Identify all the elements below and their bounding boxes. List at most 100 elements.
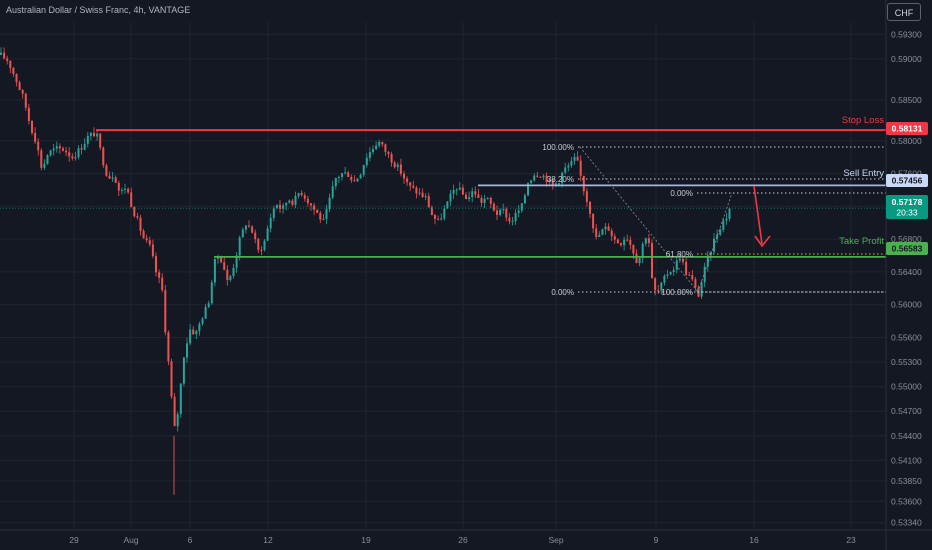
candle-body [434, 215, 436, 219]
levels [0, 129, 886, 258]
x-tick-label: Aug [123, 535, 138, 545]
candle-body [666, 274, 669, 276]
candle-body [638, 258, 641, 264]
y-tick-label: 0.53850 [891, 476, 922, 486]
candle-body [282, 205, 285, 209]
y-tick-label: 0.59300 [891, 29, 922, 39]
candle-body [539, 176, 542, 178]
candle-body [300, 192, 303, 196]
candle-body [12, 67, 15, 74]
candle-body [589, 201, 591, 214]
candle-body [430, 207, 433, 216]
candle-body [34, 132, 37, 142]
fib1-trend-line [579, 146, 699, 293]
candle-body [127, 188, 130, 193]
candle-body [111, 177, 114, 179]
x-tick-label: 29 [69, 535, 79, 545]
candle-body [396, 164, 399, 168]
candle-body [99, 133, 102, 148]
candle-body [536, 175, 539, 177]
candle-body [251, 226, 254, 233]
candle-body [266, 228, 269, 241]
candle-body [344, 172, 347, 174]
currency-button[interactable]: CHF [887, 3, 921, 21]
candle-body [0, 52, 2, 55]
candle-body [654, 278, 657, 291]
candle-body [260, 249, 263, 251]
candle-body [80, 148, 83, 150]
candle-body [449, 193, 452, 202]
candle-body [728, 208, 731, 219]
candle-body [275, 204, 278, 209]
candle-body [223, 262, 226, 270]
take-profit-tag [886, 242, 928, 255]
y-tick-label: 0.59000 [891, 54, 922, 64]
candle-body [89, 132, 92, 136]
candle-body [700, 282, 703, 297]
candle-body [592, 213, 595, 229]
candle-body [520, 203, 523, 211]
candle-body [9, 60, 12, 68]
current-price-tag [886, 195, 928, 219]
candle-body [688, 274, 691, 276]
stop-loss-label: Stop Loss [842, 115, 884, 126]
candle-body [412, 185, 415, 188]
projection-arrow-icon [753, 185, 771, 248]
candle-body [334, 177, 337, 187]
candle-body [691, 275, 694, 280]
current-price: 0.57178 [892, 197, 923, 207]
candle-body [117, 182, 120, 191]
candle-body [52, 148, 55, 151]
candle-body [96, 133, 99, 137]
candle-body [114, 177, 117, 183]
candle-body [31, 121, 33, 133]
take-profit-price: 0.56583 [892, 244, 923, 254]
candle-body [133, 207, 136, 217]
candle-body [706, 255, 709, 267]
candle-body [362, 165, 365, 175]
candle-body [496, 210, 498, 215]
candle-body [55, 146, 58, 149]
candle-body [182, 357, 185, 384]
candle-body [198, 323, 201, 332]
candle-body [610, 230, 613, 237]
candle-body [235, 255, 238, 268]
sell-entry-price: 0.57456 [892, 176, 923, 186]
candle-body [316, 209, 319, 213]
candle-body [551, 179, 554, 185]
y-tick-label: 0.56800 [891, 234, 922, 244]
x-tick-label: 16 [749, 535, 759, 545]
candle-body [37, 141, 40, 151]
candle-body [384, 144, 387, 152]
candle-body [508, 217, 511, 222]
candle-body [530, 180, 533, 184]
candle-body [139, 217, 142, 231]
candle-body [492, 203, 495, 211]
candle-body [272, 208, 275, 218]
candle-body [641, 243, 644, 259]
fib2-bottom-label: 100.00% [661, 288, 693, 297]
candle-body [24, 93, 27, 108]
candle-body [632, 244, 635, 254]
candle-body [201, 318, 204, 324]
candle-body [601, 229, 604, 235]
candle-body [254, 232, 257, 240]
candle-body [71, 156, 74, 159]
candle-body [474, 191, 477, 195]
candle-body [381, 141, 384, 145]
fib1-bottom-label: 0.00% [551, 288, 574, 297]
stop-loss-tag [886, 122, 928, 135]
candle-body [582, 175, 585, 192]
candle-body [288, 200, 291, 203]
candle-body [322, 218, 325, 220]
candle-body [170, 361, 173, 397]
candle-body [105, 165, 108, 176]
candle-body [294, 196, 297, 205]
candle-body [285, 202, 288, 206]
candle-body [651, 243, 653, 279]
candle-body [716, 234, 719, 239]
candle-body [213, 258, 216, 283]
